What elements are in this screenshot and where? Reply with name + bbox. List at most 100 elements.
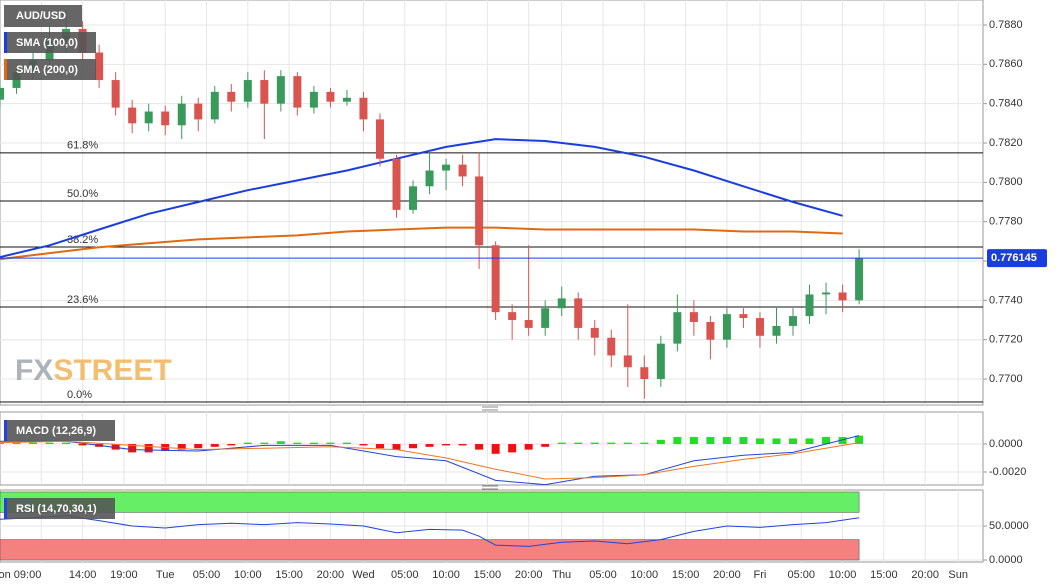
x-tick-label: 10:00 [432,569,460,581]
last-price-tag [987,249,1047,268]
macd-bar [491,444,500,454]
x-tick-label: 10:00 [829,569,857,581]
y-tick-label: -0.0020 [989,466,1026,478]
candle-body [128,107,137,124]
y-tick-label: 0.0000 [989,554,1023,566]
candle-body [12,72,21,88]
candle-body [640,367,649,380]
macd-bar [144,444,153,453]
y-tick-label: 0.7800 [989,176,1023,188]
legend-box[interactable] [4,32,96,53]
candle-body [111,80,120,108]
x-tick-label: 20:00 [911,569,939,581]
panel-handles [482,406,498,490]
legend-swatch [4,420,7,441]
y-tick-label: 0.7880 [989,19,1023,31]
candle-body [607,337,616,356]
macd-bar [706,437,715,445]
candle-body [722,314,731,340]
candle-body [541,308,550,328]
macd-bar [326,442,335,445]
legend-label: SMA (100,0) [16,37,78,49]
candle-body [243,80,252,102]
legend-box[interactable] [4,5,82,27]
macd-bar [342,442,351,445]
macd-bar [29,442,38,445]
macd-bar [442,444,451,446]
candle-body [623,355,632,368]
candle-body [161,111,170,126]
y-tick-label: 0.7720 [989,334,1023,346]
y-tick-label: 0.0000 [989,438,1023,450]
candle-body [227,91,236,102]
legend-box[interactable] [4,59,96,80]
candle-body [95,52,104,81]
fib-label: 23.6% [67,294,98,306]
x-tick-label: 15:00 [474,569,502,581]
macd-bar [590,442,599,445]
candle-body [755,318,764,336]
candle-body [656,343,665,380]
y-tick-label: 0.7780 [989,216,1023,228]
candle-body [210,91,219,120]
candle-body [342,97,351,102]
rsi-label: RSI (14,70,30,1) [16,503,97,515]
plot-layer: Mon 09:00 14:00 19:00 Tue 05:00 10:00 15:00 20:… [0,9,1047,581]
candle-body [326,91,335,102]
legend-swatch [4,59,7,80]
x-tick-label: 05:00 [788,569,816,581]
macd-bar [0,442,4,445]
x-tick-label: Sun [948,569,968,581]
macd-bar [739,437,748,445]
macd-bar [673,437,682,445]
y-tick-label: 0.7740 [989,294,1023,306]
legend-box[interactable] [4,498,115,519]
macd-bar [755,438,764,445]
main-panel [0,0,984,406]
fib-label: 50.0% [67,188,98,200]
candle-body [177,103,186,126]
last-price-label: 0.776145 [991,252,1037,264]
x-tick-label: 20:00 [713,569,741,581]
candle-body [0,87,4,100]
macd-bar [293,442,302,445]
macd-bar [574,442,583,445]
macd-bar [557,442,566,445]
candle-body [855,258,864,301]
macd-bar [541,444,550,447]
candle-body [524,320,533,328]
x-tick-label: 14:00 [69,569,97,581]
candle-body [475,176,484,246]
candle-body [557,298,566,309]
sma-line [0,226,843,261]
macd-bar [309,442,318,445]
candle-body [805,294,814,317]
macd-bar [822,437,831,445]
macd-bar [689,437,698,445]
rsi-band [0,539,860,561]
x-tick-label: 10:00 [631,569,659,581]
y-tick-label: 0.7860 [989,58,1023,70]
candle-body [789,316,798,326]
candle-body [375,119,384,159]
legend: AUD/USD SMA (100,0) SMA (200,0) MACD (12… [4,5,115,519]
watermark: FXSTREET [15,354,172,387]
y-tick-label: 0.7700 [989,373,1023,385]
macd-bar [62,442,71,445]
macd-line [0,440,860,480]
macd-bar [392,444,401,450]
macd-bar [243,442,252,445]
candle-body [309,91,318,108]
macd-line [0,435,860,486]
candle-body [491,245,500,313]
x-tick-label: 20:00 [317,569,345,581]
legend-box[interactable] [4,420,115,441]
y-tick-label: 50.0000 [989,520,1029,532]
candle-body [508,312,517,321]
rsi-band [0,491,860,513]
x-tick-label: 15:00 [275,569,303,581]
y-tick-label: 0.7840 [989,98,1023,110]
macd-bar [177,444,186,450]
candle-body [706,321,715,340]
watermark-street: STREET [53,354,171,387]
